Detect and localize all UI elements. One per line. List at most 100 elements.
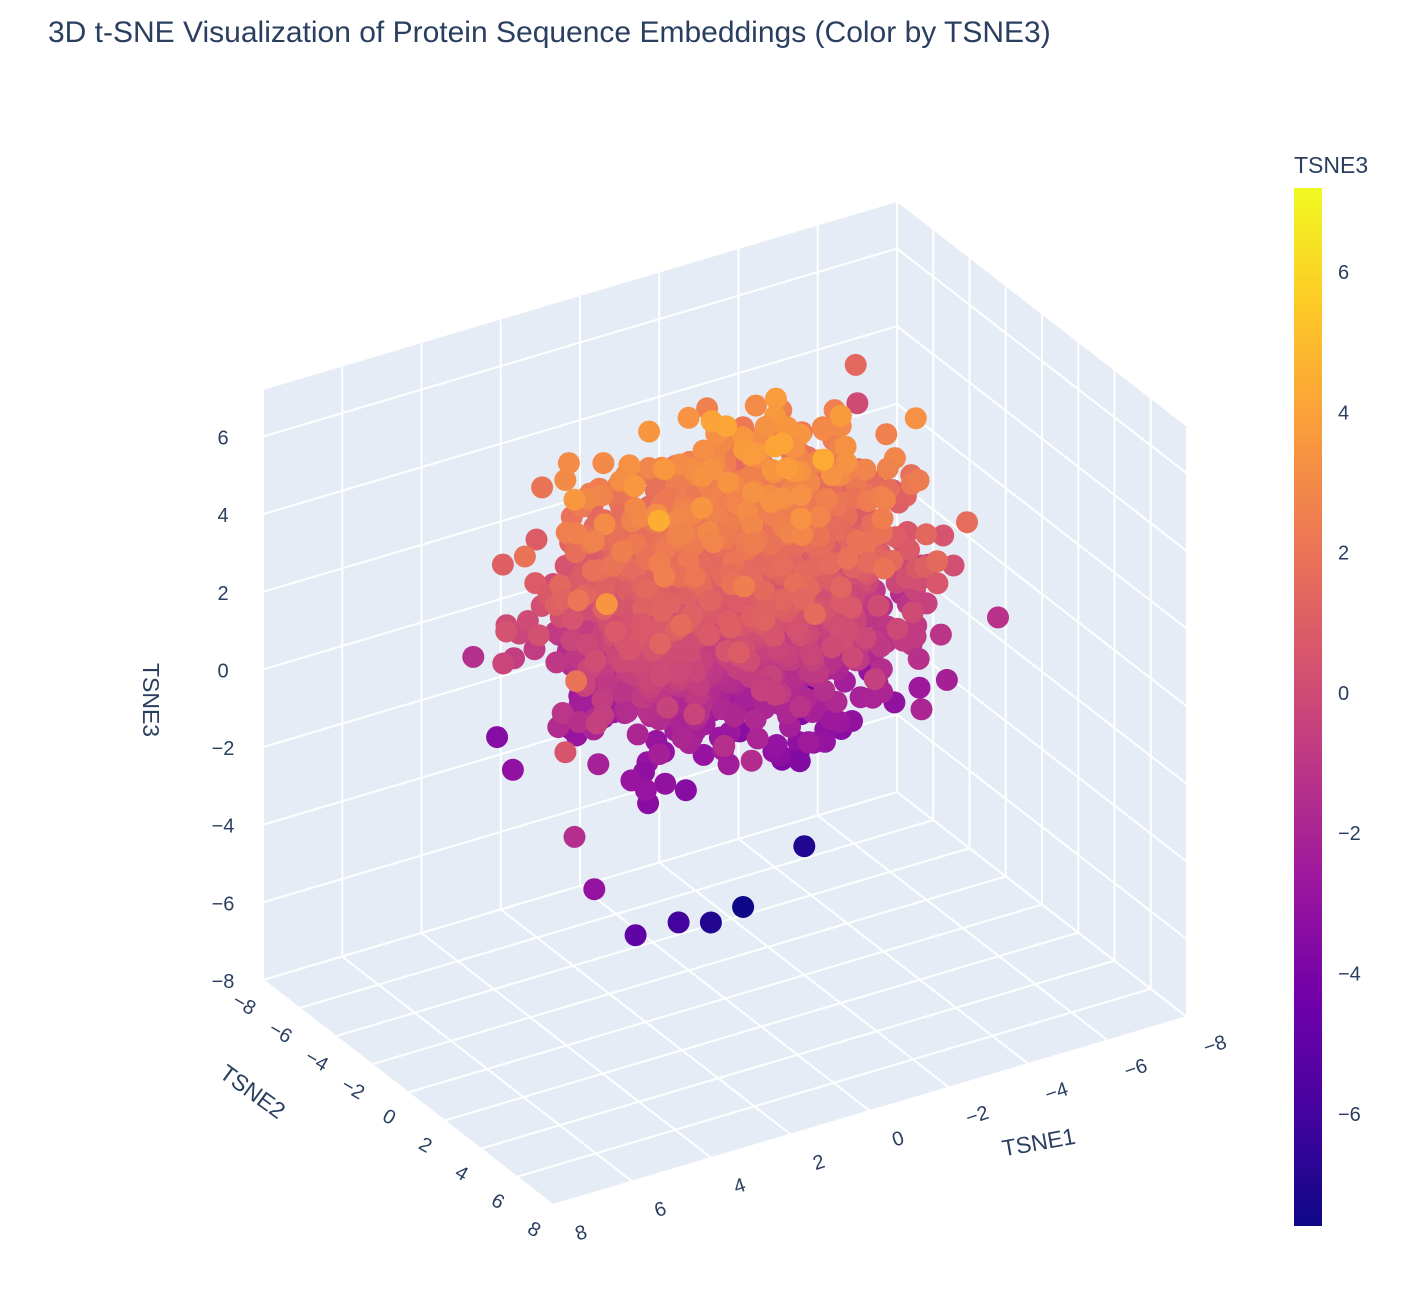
data-point[interactable] [565, 670, 588, 693]
data-point[interactable] [987, 606, 1009, 629]
data-point[interactable] [619, 639, 642, 661]
data-point[interactable] [690, 496, 713, 519]
data-point[interactable] [812, 418, 835, 441]
data-point[interactable] [667, 911, 690, 934]
data-point[interactable] [854, 627, 877, 650]
data-point[interactable] [746, 727, 769, 750]
data-point[interactable] [846, 392, 869, 415]
data-point[interactable] [623, 475, 646, 498]
data-point[interactable] [765, 387, 787, 410]
data-point[interactable] [776, 457, 799, 480]
data-point[interactable] [908, 676, 931, 699]
data-point[interactable] [656, 696, 679, 719]
data-point[interactable] [753, 581, 776, 603]
data-point[interactable] [907, 647, 930, 670]
data-point[interactable] [834, 435, 857, 458]
data-point[interactable] [670, 614, 693, 637]
data-point[interactable] [667, 662, 690, 685]
data-point[interactable] [829, 404, 852, 427]
data-point[interactable] [563, 825, 586, 848]
data-point[interactable] [875, 423, 898, 446]
data-point[interactable] [563, 488, 586, 511]
data-point[interactable] [830, 576, 853, 599]
data-point[interactable] [717, 753, 740, 776]
data-point[interactable] [873, 557, 896, 580]
data-point[interactable] [653, 565, 676, 588]
data-point[interactable] [744, 708, 767, 731]
data-point[interactable] [901, 601, 924, 624]
data-point[interactable] [491, 553, 514, 576]
data-point[interactable] [531, 476, 554, 499]
data-point[interactable] [557, 452, 580, 475]
data-point[interactable] [585, 712, 608, 735]
data-point[interactable] [653, 458, 676, 481]
data-point[interactable] [554, 741, 577, 764]
data-point[interactable] [495, 620, 518, 643]
data-point[interactable] [929, 623, 952, 646]
data-point[interactable] [932, 524, 955, 547]
data-point[interactable] [626, 723, 649, 746]
data-point[interactable] [717, 471, 740, 494]
data-point[interactable] [800, 643, 823, 666]
data-point[interactable] [636, 578, 659, 601]
data-point[interactable] [741, 513, 764, 536]
data-point[interactable] [812, 448, 835, 471]
data-point[interactable] [673, 521, 695, 544]
data-point[interactable] [527, 624, 550, 647]
data-point[interactable] [819, 552, 841, 575]
data-point[interactable] [674, 779, 697, 802]
data-point[interactable] [791, 588, 814, 611]
data-point[interactable] [876, 457, 899, 480]
data-point[interactable] [611, 540, 633, 563]
data-point[interactable] [739, 555, 762, 578]
data-point[interactable] [765, 734, 788, 756]
data-point[interactable] [719, 616, 742, 639]
data-point[interactable] [616, 701, 639, 723]
data-point[interactable] [886, 617, 909, 640]
data-point[interactable] [770, 588, 793, 611]
data-point[interactable] [910, 698, 933, 721]
data-point[interactable] [840, 596, 863, 619]
data-point[interactable] [565, 522, 587, 545]
data-point[interactable] [841, 646, 864, 669]
data-point[interactable] [501, 758, 524, 781]
data-point[interactable] [723, 705, 746, 728]
data-point[interactable] [581, 559, 604, 582]
data-point[interactable] [486, 726, 509, 749]
data-point[interactable] [733, 575, 756, 598]
data-point[interactable] [744, 394, 767, 417]
data-point[interactable] [741, 481, 764, 504]
data-point[interactable] [715, 415, 738, 438]
data-point[interactable] [803, 603, 826, 626]
data-point[interactable] [854, 458, 877, 481]
data-point[interactable] [638, 420, 661, 443]
data-point[interactable] [907, 469, 930, 492]
data-point[interactable] [584, 649, 607, 672]
data-point[interactable] [634, 779, 657, 801]
data-point[interactable] [629, 505, 651, 528]
data-point[interactable] [551, 702, 574, 724]
data-point[interactable] [513, 545, 536, 568]
data-point[interactable] [754, 415, 777, 438]
data-point[interactable] [956, 511, 978, 534]
data-point[interactable] [545, 651, 568, 674]
data-point[interactable] [790, 507, 813, 530]
data-point[interactable] [611, 682, 634, 705]
data-point[interactable] [762, 625, 785, 648]
data-point[interactable] [898, 538, 920, 561]
data-point[interactable] [462, 645, 485, 668]
data-point[interactable] [677, 549, 699, 572]
data-point[interactable] [683, 703, 706, 726]
data-point[interactable] [871, 507, 894, 530]
data-point[interactable] [654, 772, 677, 795]
data-point[interactable] [583, 878, 606, 901]
data-point[interactable] [788, 750, 811, 773]
data-point[interactable] [791, 524, 813, 547]
data-point[interactable] [575, 633, 598, 656]
data-point[interactable] [595, 593, 618, 616]
data-point[interactable] [698, 624, 721, 646]
data-point[interactable] [692, 439, 715, 462]
point-cloud[interactable] [462, 353, 1009, 947]
data-point[interactable] [567, 589, 590, 612]
